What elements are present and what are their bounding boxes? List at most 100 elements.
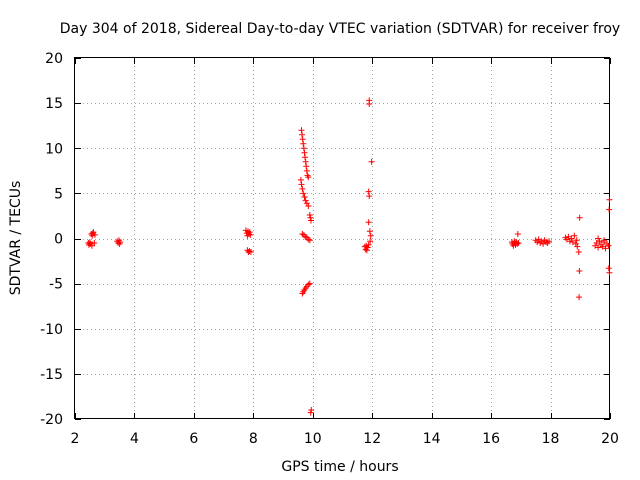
data-point bbox=[246, 229, 253, 236]
x-tick-label: 20 bbox=[601, 431, 619, 447]
data-point bbox=[534, 239, 541, 246]
x-tick-label: 4 bbox=[130, 431, 139, 447]
data-point bbox=[301, 149, 308, 156]
y-tick-label: 0 bbox=[54, 232, 63, 248]
data-point bbox=[307, 217, 314, 224]
x-tick-label: 18 bbox=[542, 431, 560, 447]
y-tick-label: 10 bbox=[45, 141, 63, 157]
data-point bbox=[302, 154, 309, 161]
data-point bbox=[298, 127, 305, 134]
data-point bbox=[365, 219, 372, 226]
y-axis-label: SDTVAR / TECUs bbox=[8, 181, 24, 296]
data-point bbox=[367, 238, 374, 245]
data-point bbox=[568, 235, 575, 242]
data-point bbox=[546, 238, 553, 245]
data-point bbox=[302, 197, 309, 204]
data-point bbox=[305, 281, 312, 288]
x-tick-label: 16 bbox=[482, 431, 500, 447]
y-tick-labels: -20 -15 -10 -5 0 5 10 15 20 bbox=[40, 51, 63, 428]
data-point bbox=[574, 243, 581, 250]
data-point bbox=[363, 247, 370, 254]
data-point bbox=[306, 280, 313, 287]
data-point bbox=[91, 240, 98, 247]
data-point bbox=[606, 196, 613, 203]
data-point bbox=[606, 269, 613, 276]
data-point bbox=[308, 406, 315, 413]
plot-frame bbox=[74, 57, 610, 419]
data-point bbox=[366, 228, 373, 235]
data-point bbox=[247, 249, 254, 256]
data-point bbox=[575, 249, 582, 256]
data-point bbox=[306, 237, 313, 244]
axis-ticks bbox=[75, 58, 611, 420]
data-point bbox=[566, 238, 573, 245]
data-point bbox=[543, 239, 550, 246]
data-point bbox=[303, 167, 310, 174]
x-tick-labels: 2 4 6 8 10 12 14 16 18 20 bbox=[71, 431, 619, 447]
chart-title: Day 304 of 2018, Sidereal Day-to-day VTE… bbox=[60, 21, 620, 37]
data-point bbox=[305, 236, 312, 243]
data-point bbox=[601, 237, 608, 244]
grid bbox=[75, 58, 610, 419]
data-point bbox=[298, 181, 305, 188]
data-point bbox=[576, 294, 583, 301]
data-point bbox=[247, 231, 254, 238]
data-point bbox=[366, 101, 373, 108]
x-tick-label: 6 bbox=[189, 431, 198, 447]
data-point bbox=[302, 158, 309, 165]
y-tick-label: 5 bbox=[54, 186, 63, 202]
data-point bbox=[300, 145, 307, 152]
data-point bbox=[571, 232, 578, 239]
x-tick-label: 12 bbox=[363, 431, 381, 447]
data-point bbox=[361, 243, 368, 250]
data-point bbox=[303, 200, 310, 207]
data-point bbox=[365, 188, 372, 195]
data-point bbox=[606, 206, 613, 213]
data-point bbox=[299, 230, 306, 237]
data-point bbox=[305, 174, 312, 181]
data-point bbox=[515, 240, 522, 247]
data-point bbox=[297, 176, 304, 183]
data-point bbox=[305, 203, 312, 210]
data-point bbox=[514, 240, 521, 247]
data-point bbox=[595, 235, 602, 242]
data-point bbox=[246, 248, 253, 255]
data-point bbox=[576, 214, 583, 221]
data-point bbox=[90, 229, 97, 236]
data-point bbox=[307, 214, 314, 221]
data-point bbox=[366, 193, 373, 200]
data-point bbox=[89, 232, 96, 239]
data-point bbox=[596, 238, 603, 245]
x-tick-label: 10 bbox=[304, 431, 322, 447]
data-point bbox=[299, 131, 306, 138]
data-point bbox=[365, 241, 372, 248]
data-point bbox=[85, 241, 92, 248]
data-point bbox=[303, 163, 310, 170]
x-tick-label: 14 bbox=[423, 431, 441, 447]
data-point bbox=[300, 140, 307, 147]
x-axis-label: GPS time / hours bbox=[281, 459, 398, 475]
data-point bbox=[573, 237, 580, 244]
data-point bbox=[576, 267, 583, 274]
data-point bbox=[367, 232, 374, 239]
y-tick-label: -10 bbox=[40, 322, 63, 338]
data-point bbox=[538, 238, 545, 245]
data-point bbox=[299, 136, 306, 143]
data-point bbox=[307, 409, 314, 416]
data-point bbox=[602, 245, 609, 252]
data-point bbox=[300, 190, 307, 197]
y-tick-label: -20 bbox=[40, 412, 63, 428]
data-point bbox=[514, 230, 521, 237]
data-point bbox=[368, 158, 375, 165]
data-point bbox=[299, 185, 306, 192]
data-point bbox=[117, 239, 124, 246]
data-point bbox=[605, 265, 612, 272]
data-point bbox=[595, 244, 602, 251]
y-tick-label: -15 bbox=[40, 367, 63, 383]
data-point bbox=[301, 193, 308, 200]
data-points bbox=[85, 97, 613, 416]
y-tick-label: 15 bbox=[45, 96, 63, 112]
data-point bbox=[605, 242, 612, 249]
data-point bbox=[572, 240, 579, 247]
